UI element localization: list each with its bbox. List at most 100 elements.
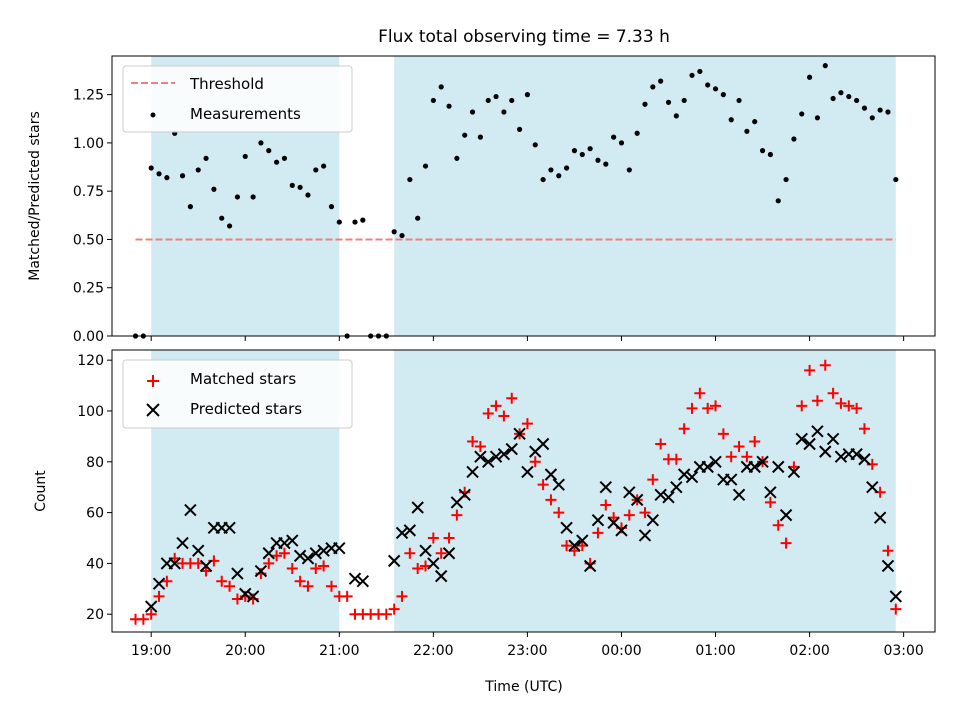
predicted-star-point [411,501,424,514]
predicted-star-point [772,460,785,474]
predicted-star-point [725,473,738,486]
matched-star-point [427,532,439,544]
matched-star-point [655,438,667,450]
matched-star-point [843,400,855,412]
matched-star-point [623,509,635,521]
predicted-star-point [654,488,667,502]
predicted-star-point [850,447,863,461]
measurement-point [360,217,366,223]
measurement-point [767,151,774,158]
predicted-star-point [748,460,761,474]
predicted-star-point [317,544,330,557]
predicted-star-point [419,544,432,557]
matched-star-point [796,400,808,412]
x-axis-label: Time (UTC) [484,679,562,695]
measurement-point [728,117,734,123]
matched-stars-legend-label: Matched stars [190,370,296,388]
matched-star-point [310,562,322,574]
matched-star-point [600,499,612,511]
top-axes-frame [111,55,936,337]
predicted-star-point [293,549,307,562]
predicted-star-point [223,521,236,535]
predicted-star-point [458,488,471,502]
matched-star-point [200,565,212,577]
measurement-point [540,176,546,183]
top-panel: 0.00 0.25 0.50 0.75 1.00 1.25 Matched/Predict… [27,55,936,345]
measurement-point [274,159,280,165]
predicted-star-point [309,547,322,560]
matched-star-point [717,428,729,440]
measurement-point [752,119,758,125]
predicted-star-point [466,465,479,479]
predicted-star-point [873,511,887,524]
predicted-star-point [544,468,558,481]
matched-star-point [749,435,761,447]
matched-star-point [772,519,784,531]
predicted-star-point [333,541,346,555]
measurement-point [438,84,444,90]
threshold-legend-label: Threshold [189,75,264,93]
measurement-point [250,194,256,200]
x-tick-label: 00:00 [601,643,641,659]
top-observing-window-band [394,56,896,336]
matched-star-point [380,608,392,620]
matched-star-point [482,408,494,420]
measurement-point [814,115,821,121]
predicted-stars-legend-label: Predicted stars [190,400,302,418]
predicted-stars-legend-swatch [146,403,160,417]
matched-star-point [553,507,565,519]
predicted-star-point [489,450,503,463]
matched-star-point [780,537,792,549]
predicted-star-point [246,590,260,603]
predicted-star-point [732,488,746,502]
matched-star-point [882,545,894,557]
predicted-star-point [568,539,581,552]
matched-star-point [443,532,455,544]
top-y-tick-label: 1.25 [73,88,104,104]
measurement-point [587,146,593,152]
matched-star-point [341,590,353,602]
measurement-point [477,134,483,140]
measurement-point [179,173,186,179]
predicted-star-point [301,552,315,565]
bottom-axes-frame [111,349,936,633]
matched-star-point [702,402,714,414]
matched-star-point [529,456,541,468]
predicted-star-point [254,564,268,578]
matched-star-point [592,527,604,539]
predicted-star-point [356,574,370,588]
measurement-point [266,148,272,154]
matched-star-point [827,387,839,399]
predicted-star-point [764,486,777,499]
predicted-star-point [858,453,871,466]
predicted-star-point [513,427,526,441]
measurement-point [407,176,413,183]
measurement-point [634,130,640,136]
predicted-star-point [826,432,840,446]
matched-star-point [474,441,486,453]
predicted-star-point [615,524,628,537]
matched-star-point [318,560,330,572]
measurement-point [611,134,617,140]
predicted-star-point [552,478,565,491]
matched-star-point [294,575,306,587]
matched-star-point [725,451,737,463]
predicted-star-point [701,460,714,474]
matched-star-point [224,580,236,592]
measurement-point [524,92,531,98]
predicted-star-point [630,493,644,507]
predicted-star-point [866,480,879,494]
x-tick-label: 23:00 [507,643,547,659]
measurement-point [548,167,554,173]
predicted-star-point [576,534,589,547]
matched-star-point [733,441,745,453]
top-y-tick-label: 0.75 [73,184,104,200]
predicted-star-point [591,514,605,527]
predicted-star-point [199,559,213,573]
predicted-star-point [881,559,895,573]
measurement-point [415,215,421,221]
measurement-point [187,204,193,210]
matched-star-point [263,557,275,569]
measurement-point [509,97,515,104]
measurement-point [822,63,828,69]
